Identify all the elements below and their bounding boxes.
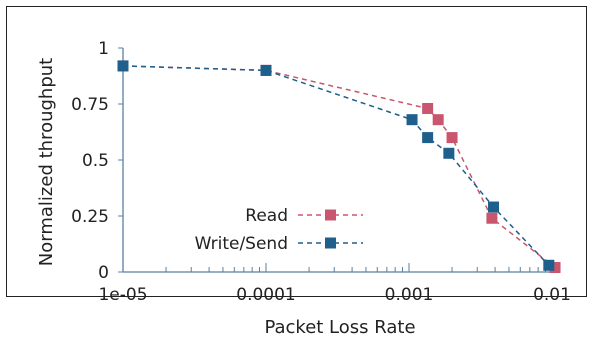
series-line xyxy=(122,65,556,269)
series-read xyxy=(117,60,561,274)
data-point xyxy=(446,132,458,144)
data-point xyxy=(432,114,444,126)
axes: 0 0.25 0.5 0.75 1 1e-05 0.0001 0.001 0.01 xyxy=(71,39,571,305)
legend-label: Read xyxy=(245,206,288,226)
y-tick-label: 0 xyxy=(98,263,109,283)
data-point xyxy=(406,114,418,126)
data-point xyxy=(422,132,434,144)
data-point xyxy=(543,259,555,271)
x-tick-label: 0.001 xyxy=(385,285,434,305)
data-point xyxy=(443,147,455,159)
y-tick-label: 1 xyxy=(98,39,109,59)
x-tick-label: 0.01 xyxy=(533,285,571,305)
x-tick-label: 1e-05 xyxy=(98,285,147,305)
data-point xyxy=(260,64,272,76)
x-axis-label: Packet Loss Rate xyxy=(264,317,415,338)
data-point xyxy=(117,60,129,72)
data-point xyxy=(488,201,500,213)
plot-area xyxy=(117,60,561,274)
y-tick-label: 0.25 xyxy=(71,207,109,227)
legend-label: Write/Send xyxy=(195,234,288,254)
legend-marker xyxy=(325,209,336,221)
y-tick-label: 0.75 xyxy=(71,95,109,115)
data-point xyxy=(486,212,498,224)
legend-marker xyxy=(325,237,336,249)
legend: Read Write/Send xyxy=(195,206,363,254)
data-point xyxy=(549,262,561,274)
y-tick-label: 0.5 xyxy=(82,151,109,171)
data-point xyxy=(422,102,434,114)
x-tick-label: 0.0001 xyxy=(236,285,295,305)
series-line xyxy=(122,65,550,266)
chart-frame xyxy=(6,6,587,297)
y-axis-label: Normalized throughput xyxy=(36,58,57,266)
series-write-send xyxy=(117,60,555,271)
